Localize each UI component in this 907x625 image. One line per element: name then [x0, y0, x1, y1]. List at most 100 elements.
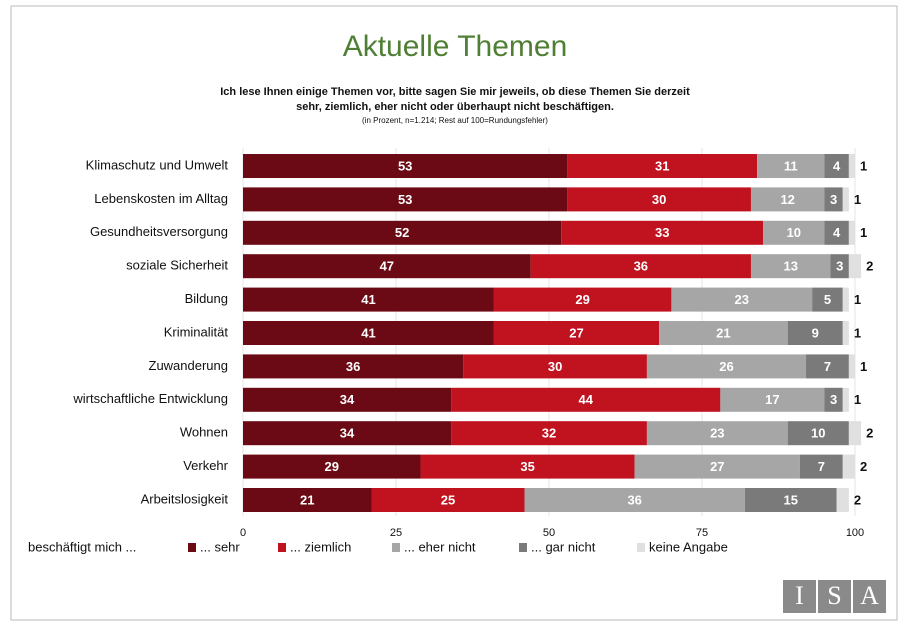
data-label: 9 — [812, 325, 819, 340]
data-label: 2 — [866, 426, 873, 441]
data-label: 36 — [346, 359, 360, 374]
bar-segment — [371, 488, 525, 512]
y-tick-label: Klimaschutz und Umwelt — [86, 157, 229, 172]
data-label: 1 — [854, 292, 861, 307]
note: (in Prozent, n=1.214; Rest auf 100=Rundu… — [362, 116, 548, 125]
data-label: 10 — [787, 225, 801, 240]
bar-segment — [812, 287, 843, 312]
data-label: 7 — [818, 459, 825, 474]
logo-letter: A — [860, 581, 879, 610]
data-label: 1 — [860, 359, 867, 374]
bar-segment — [451, 387, 721, 412]
bar-segment — [243, 454, 421, 479]
y-tick-label: Verkehr — [183, 458, 228, 473]
logo-box — [818, 580, 851, 613]
bar-segment — [842, 454, 855, 479]
bar-segment — [567, 187, 751, 212]
data-label: 27 — [710, 459, 724, 474]
y-tick-label: Wohnen — [180, 425, 228, 440]
data-label: 2 — [854, 492, 861, 507]
bar-segment — [806, 354, 849, 379]
bar-segment — [561, 220, 764, 245]
data-label: 35 — [520, 459, 534, 474]
legend-label: keine Angabe — [649, 539, 728, 554]
bar-segment — [646, 354, 807, 379]
bar-segment — [763, 220, 825, 245]
data-label: 32 — [542, 426, 556, 441]
y-tick-label: Lebenskosten im Alltag — [94, 191, 228, 206]
data-label: 29 — [575, 292, 589, 307]
bar-segment — [243, 321, 494, 345]
bar-segment — [243, 220, 562, 245]
data-label: 3 — [836, 259, 843, 274]
data-label: 25 — [441, 492, 455, 507]
legend-swatch — [392, 543, 400, 552]
legend-label: ... ziemlich — [290, 539, 351, 554]
data-label: 52 — [395, 225, 409, 240]
bar-segment — [671, 287, 813, 312]
y-tick-label: Arbeitslosigkeit — [141, 491, 229, 506]
bar-segment — [842, 287, 849, 312]
bar-segment — [848, 421, 862, 446]
logo-letter: I — [795, 581, 804, 610]
bar-segment — [243, 354, 464, 379]
data-label: 3 — [830, 192, 837, 207]
data-label: 5 — [824, 292, 831, 307]
bar-segment — [842, 187, 849, 212]
data-label: 26 — [719, 359, 733, 374]
data-label: 36 — [627, 492, 641, 507]
bar-segment — [824, 154, 849, 178]
y-tick-label: soziale Sicherheit — [126, 258, 228, 273]
bar-segment — [493, 287, 672, 312]
subtitle: Ich lese Ihnen einige Themen vor, bitte … — [220, 86, 690, 98]
bar-segment — [243, 154, 568, 178]
bar-segment — [243, 488, 372, 512]
data-label: 3 — [830, 392, 837, 407]
data-label: 34 — [340, 426, 355, 441]
bar-segment — [420, 454, 635, 479]
data-label: 29 — [325, 459, 339, 474]
data-label: 1 — [860, 225, 867, 240]
legend-swatch — [188, 543, 196, 552]
bar-segment — [659, 321, 788, 345]
frame — [10, 5, 898, 621]
bar-segment — [243, 421, 452, 446]
bar-segment — [750, 254, 831, 279]
logo-letter: S — [827, 581, 841, 610]
bar-segment — [757, 154, 825, 178]
bar-segment — [842, 321, 849, 345]
x-tick-label: 50 — [543, 527, 555, 539]
data-label: 1 — [854, 325, 861, 340]
bar-segment — [848, 154, 855, 178]
bar-segment — [848, 254, 862, 279]
data-label: 36 — [634, 259, 648, 274]
bar-segment — [243, 187, 568, 212]
data-label: 30 — [548, 359, 562, 374]
subtitle: sehr, ziemlich, eher nicht oder überhaup… — [296, 101, 614, 113]
bar-segment — [836, 488, 849, 512]
bar-segment — [787, 421, 849, 446]
y-tick-label: Bildung — [185, 291, 228, 306]
bar-segment — [848, 220, 855, 245]
bar-segment — [530, 254, 751, 279]
bar-segment — [824, 387, 843, 412]
data-label: 31 — [655, 158, 669, 173]
x-tick-label: 100 — [846, 527, 864, 539]
data-label: 53 — [398, 158, 412, 173]
data-label: 53 — [398, 192, 412, 207]
bar-segment — [720, 387, 825, 412]
y-tick-label: Zuwanderung — [149, 358, 229, 373]
data-label: 15 — [784, 492, 798, 507]
data-label: 13 — [784, 259, 798, 274]
bar-segment — [824, 187, 843, 212]
data-label: 2 — [866, 259, 873, 274]
bar-segment — [634, 454, 800, 479]
data-label: 1 — [854, 392, 861, 407]
bar-segment — [744, 488, 837, 512]
bar-segment — [848, 354, 855, 379]
logo-box — [853, 580, 886, 613]
data-label: 23 — [735, 292, 749, 307]
legend-label: ... eher nicht — [404, 539, 476, 554]
bar-segment — [646, 421, 788, 446]
